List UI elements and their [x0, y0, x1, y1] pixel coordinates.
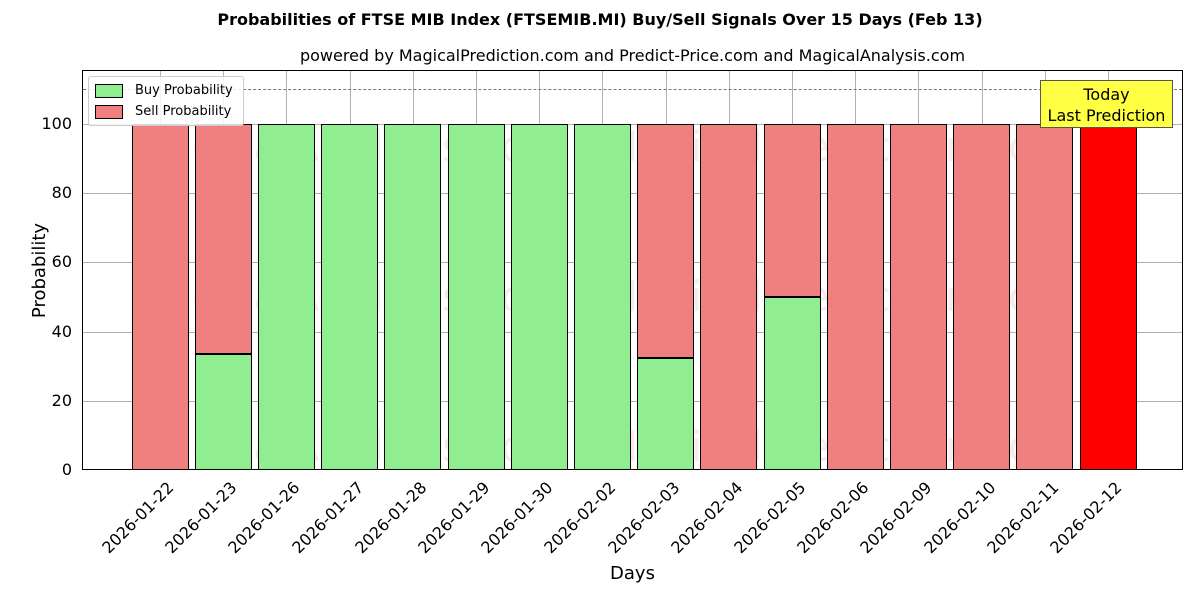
sell-bar: [763, 124, 821, 297]
note-line2: Last Prediction: [1047, 106, 1166, 125]
y-tick: 60: [51, 252, 72, 272]
today-annotation: Today Last Prediction: [1040, 80, 1173, 128]
legend-sell: Sell Probability: [95, 104, 231, 119]
buy-bar: [637, 357, 695, 470]
x-axis-label: Days: [610, 563, 655, 584]
sell-bar: [637, 124, 695, 358]
buy-bar: [573, 124, 631, 470]
legend-buy-label: Buy Probability: [135, 83, 233, 98]
chart-title: Probabilities of FTSE MIB Index (FTSEMIB…: [217, 10, 983, 29]
y-tick: 20: [51, 390, 72, 410]
buy-bar: [321, 124, 379, 470]
gridline-h: [83, 262, 1182, 264]
sell-bar: [194, 124, 252, 355]
buy-bar: [510, 124, 568, 470]
sell-bar: [826, 124, 884, 470]
plot-area: [82, 70, 1183, 470]
sell-bar: [953, 124, 1011, 470]
sell-bar: [1016, 124, 1074, 470]
y-tick: 100: [41, 114, 72, 133]
sell-bar: [700, 124, 758, 470]
gridline-h: [83, 124, 1182, 125]
gridline-h: [83, 193, 1182, 195]
buy-bar: [384, 124, 442, 470]
chart-subtitle: powered by MagicalPrediction.com and Pre…: [299, 46, 966, 65]
buy-bar: [257, 124, 315, 470]
buy-swatch-icon: [95, 83, 123, 98]
note-line1: Today: [1083, 85, 1130, 104]
buy-bar: [194, 354, 252, 470]
y-tick: 0: [61, 460, 72, 479]
sell-bar: [131, 124, 189, 470]
gridline-h: [83, 331, 1182, 333]
sell-bar: [889, 124, 947, 470]
legend-sell-label: Sell Probability: [135, 104, 232, 119]
buy-bar: [763, 297, 821, 470]
reference-line: [83, 89, 1182, 90]
buy-bar: [447, 124, 505, 470]
y-tick: 80: [51, 183, 72, 203]
y-tick: 40: [51, 321, 72, 341]
legend: Buy Probability Sell Probability: [88, 76, 244, 126]
sell-bar: [1079, 124, 1137, 470]
gridline-h: [83, 400, 1182, 402]
sell-swatch-icon: [95, 104, 123, 119]
legend-buy: Buy Probability: [95, 83, 233, 98]
